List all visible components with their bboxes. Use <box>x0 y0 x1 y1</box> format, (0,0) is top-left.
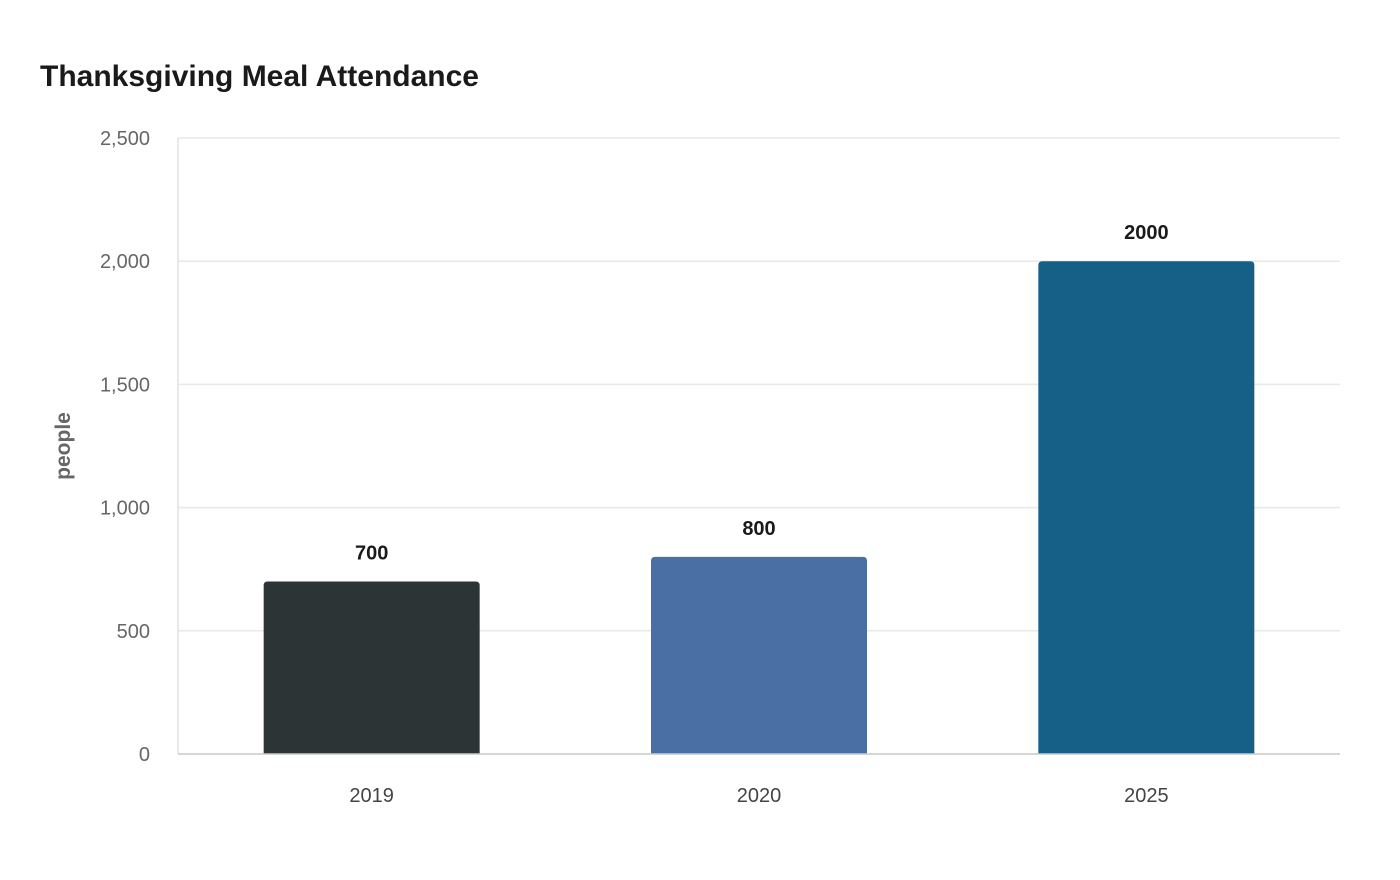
data-label: 800 <box>742 518 775 540</box>
y-tick-label: 500 <box>117 621 150 643</box>
y-tick-label: 2,500 <box>100 128 150 150</box>
bar-2025 <box>1038 261 1255 754</box>
data-label: 2000 <box>1124 222 1169 244</box>
y-axis-label: people <box>52 412 75 480</box>
x-tick-label: 2019 <box>349 785 394 807</box>
data-label: 700 <box>355 543 388 565</box>
y-tick-label: 2,000 <box>100 251 150 273</box>
y-tick-label: 1,000 <box>100 498 150 520</box>
bar-2019 <box>263 581 480 754</box>
x-tick-label: 2025 <box>1124 785 1169 807</box>
x-tick-label: 2020 <box>737 785 782 807</box>
y-tick-label: 1,500 <box>100 374 150 396</box>
chart-title: Thanksgiving Meal Attendance <box>40 60 479 93</box>
bar-2020 <box>651 556 867 754</box>
y-tick-label: 0 <box>139 744 150 766</box>
